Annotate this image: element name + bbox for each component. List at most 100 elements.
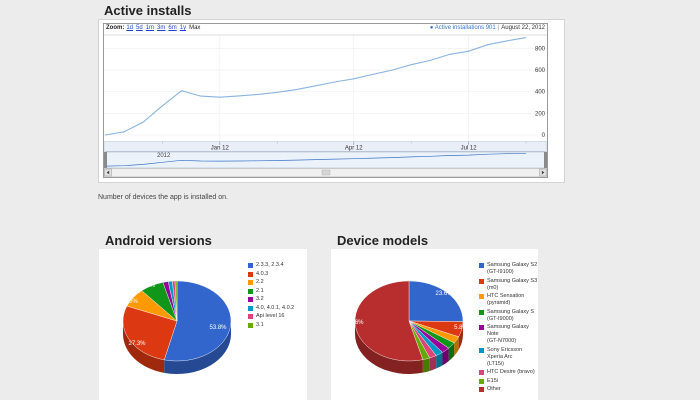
zoom-5d-link[interactable]: 5d <box>136 25 143 31</box>
installs-point <box>257 94 259 95</box>
x-tick-label: Jan 12 <box>211 146 230 152</box>
scroll-left-icon <box>106 170 110 175</box>
versions-legend-item: 4.0, 4.0.1, 4.0.2 <box>248 305 294 312</box>
legend-swatch <box>479 309 484 315</box>
devices-slice-side <box>422 357 430 373</box>
legend-swatch <box>248 314 253 319</box>
legend-label: 4.0, 4.0.1, 4.0.2 <box>256 304 295 311</box>
legend-swatch <box>479 378 484 384</box>
devices-slice-label: 50.6% <box>346 320 364 326</box>
devices-slice-side <box>454 336 459 356</box>
devices-legend-item: HTC Desire (bravo) <box>479 369 538 376</box>
y-tick-label: 600 <box>535 68 546 74</box>
versions-legend-item: 4.0.3 <box>248 271 294 278</box>
versions-slice[interactable] <box>122 305 178 361</box>
legend-series: Active installations 901 <box>434 25 496 31</box>
legend-label: Api level 16 <box>256 313 285 319</box>
installs-point <box>506 40 508 42</box>
legend-swatch <box>248 280 253 285</box>
devices-slice[interactable] <box>408 280 464 322</box>
installs-point <box>181 90 182 92</box>
versions-slice[interactable] <box>163 280 232 362</box>
zoom-1y-link[interactable]: 1y <box>179 25 187 31</box>
legend-date: August 22, 2012 <box>501 25 545 31</box>
legend-label: 3.2 <box>256 296 264 302</box>
range-right-handle[interactable] <box>544 152 547 168</box>
installs-point <box>315 85 316 87</box>
range-left-handle[interactable] <box>104 152 107 168</box>
zoom-1m-link[interactable]: 1m <box>145 25 155 31</box>
legend-swatch <box>479 370 484 375</box>
legend-swatch <box>248 288 253 294</box>
x-axis-band <box>104 141 547 152</box>
versions-slice-side <box>164 321 231 374</box>
android-versions-legend: 2.3.3, 2.3.4 4.0.3 2.2 2.1 3.2 4.0, 4.0.1, 4.… <box>248 262 294 330</box>
x-tick-label: Jul 12 <box>461 146 478 152</box>
android-versions-title: Android versions <box>105 233 212 248</box>
scroll-thumb-grip-icon[interactable] <box>321 169 331 176</box>
legend-label: Samsung Galaxy S (GT-I9000) <box>487 308 535 322</box>
devices-legend-item: Other <box>479 386 538 393</box>
installs-point <box>372 74 374 75</box>
versions-legend-item: 3.2 <box>248 296 294 303</box>
legend-swatch <box>248 322 253 328</box>
devices-slice[interactable] <box>354 280 424 362</box>
zoom-3m-link[interactable]: 3m <box>157 25 166 31</box>
legend-label: Samsung Galaxy S2 (GT-I9100) <box>487 262 538 275</box>
zoom-label: Zoom: <box>106 25 125 31</box>
y-tick-label: 200 <box>535 111 546 117</box>
installs-point <box>487 44 489 46</box>
legend-label: Samsung Galaxy S3 (m0) <box>487 277 538 291</box>
installs-point <box>410 64 412 66</box>
installs-point <box>334 81 336 83</box>
installs-note: Number of devices the app is installed o… <box>98 194 228 201</box>
device-models-panel: 23.6% 5.8% 50.6% Samsung Galaxy S2 (GT-I91… <box>331 249 538 400</box>
legend-swatch <box>479 387 484 392</box>
devices-legend-item: Samsung Galaxy Note (GT-N7000) <box>479 324 538 345</box>
legend-separator: | <box>497 25 500 31</box>
legend-label: 3.1 <box>256 321 264 328</box>
y-tick-label: 800 <box>535 46 546 52</box>
devices-legend-item: HTC Sensation (pyramid) <box>479 293 538 307</box>
installs-point <box>468 50 469 52</box>
device-models-title: Device models <box>337 233 429 248</box>
devices-slice-side <box>429 355 437 371</box>
legend-swatch <box>248 263 253 268</box>
devices-legend-item: E15i <box>479 378 538 385</box>
devices-slice-side <box>458 321 463 350</box>
zoom-max-link[interactable]: Max <box>189 25 201 31</box>
versions-slice[interactable] <box>174 280 178 322</box>
legend-swatch <box>479 325 484 330</box>
installs-point <box>123 131 125 133</box>
versions-slice-label: 53.8% <box>209 325 227 331</box>
legend-label: Other <box>487 386 501 392</box>
installs-point <box>162 105 163 107</box>
y-tick-label: 400 <box>535 90 546 96</box>
legend-swatch <box>479 347 484 353</box>
installs-line-chart-svg: 0 200 400 600 800 Jan 12 Apr 12 Jul 12 2012 <box>104 34 547 177</box>
installs-point <box>200 95 202 97</box>
legend-dot-icon: ● <box>429 25 434 31</box>
devices-slice-label: 5.8% <box>454 325 468 331</box>
navigator-year-label: 2012 <box>157 153 171 159</box>
installs-chart: Zoom: 1d 5d 1m 3m 6m 1y Max ● Active installati… <box>103 23 548 178</box>
plot-area <box>104 35 547 142</box>
legend-label: HTC Desire (bravo) <box>487 369 535 375</box>
installs-point <box>104 134 106 136</box>
legend-swatch <box>248 297 253 302</box>
versions-slice-label: 7.1% <box>141 283 155 289</box>
installs-point <box>276 91 278 93</box>
chart-legend: ● Active installations 901 | August 22, 20… <box>430 25 545 31</box>
navigator-line <box>104 152 527 167</box>
legend-label: E15i <box>487 377 499 384</box>
android-versions-pie-chart: 53.8% 27.3% 7.6% 7.1% <box>122 280 232 374</box>
installs-point <box>429 59 431 61</box>
zoom-1d-link[interactable]: 1d <box>126 25 134 31</box>
device-models-pie-chart: 23.6% 5.8% 50.6% <box>346 280 468 374</box>
installs-point <box>238 95 240 97</box>
installs-point <box>449 54 450 55</box>
installs-point <box>525 37 527 38</box>
devices-legend-item: Samsung Galaxy S3 (m0) <box>479 278 538 292</box>
x-tick-label: Apr 12 <box>345 146 363 152</box>
zoom-6m-link[interactable]: 6m <box>168 25 177 31</box>
